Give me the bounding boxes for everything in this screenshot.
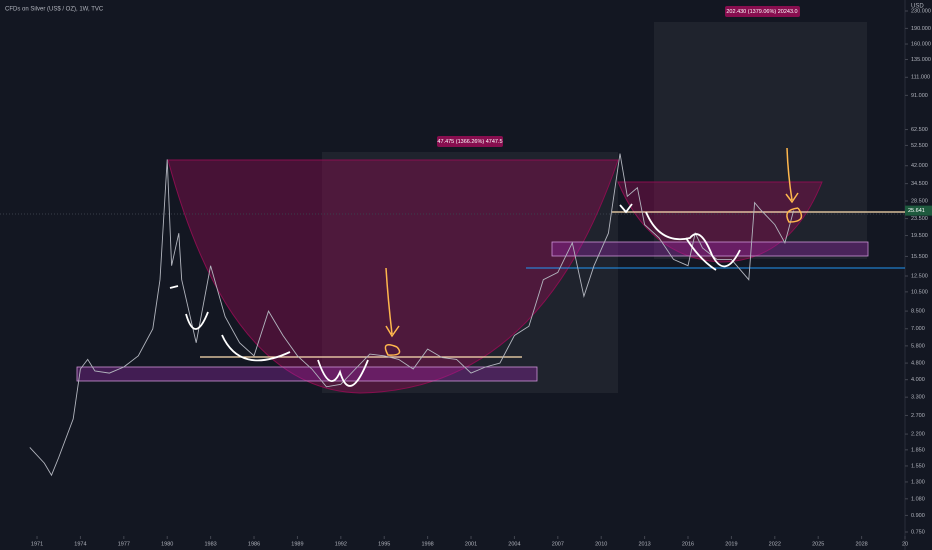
x-tick-label: 2013 (638, 541, 650, 547)
y-tick-label: 111.000 (911, 75, 930, 81)
chart-title: CFDs on Silver (US$ / OZ), 1W, TVC (5, 7, 104, 13)
y-tick-label: 5.800 (911, 343, 925, 349)
hand-drawing (169, 203, 633, 289)
x-tick-label: 1983 (205, 541, 217, 547)
x-tick-label: 20 (902, 541, 908, 547)
measure-box (654, 22, 867, 259)
y-tick-label: 4.800 (911, 361, 925, 367)
y-tick-label: 91.000 (911, 93, 928, 99)
arrow-drawing (785, 147, 803, 223)
x-tick-label: 1971 (31, 541, 43, 547)
y-tick-label: 160.000 (911, 41, 931, 47)
annotation-box (437, 136, 503, 147)
currency: USD (911, 4, 924, 10)
y-tick-label: 2.200 (911, 432, 925, 438)
y-tick-label: 34.500 (911, 181, 928, 187)
y-tick-label: 4.000 (911, 377, 925, 383)
x-tick-label: 2004 (508, 541, 520, 547)
y-tick-label: 28.500 (911, 198, 928, 204)
x-tick-label: 1998 (421, 541, 433, 547)
x-tick-label: 1986 (248, 541, 260, 547)
x-tick-label: 2028 (855, 541, 867, 547)
x-tick-label: 1992 (335, 541, 347, 547)
measure-box (322, 152, 618, 393)
y-tick-label: 3.300 (911, 395, 925, 401)
annotation: 47.475 (1366.26%) 4747.5 (437, 139, 502, 145)
arrow-drawing (384, 267, 401, 356)
annotation-box (725, 6, 800, 17)
x-tick-label: 1980 (161, 541, 173, 547)
y-tick-label: 15.500 (911, 254, 928, 260)
y-tick-label: 1.850 (911, 447, 925, 453)
y-tick-label: 12.500 (911, 273, 928, 279)
x-tick-label: 2001 (465, 541, 477, 547)
y-tick-label: 10.500 (911, 289, 928, 295)
support-zone (76, 366, 538, 382)
x-tick-label: 2007 (552, 541, 564, 547)
x-tick-label: 1989 (291, 541, 303, 547)
hand-drawing (645, 211, 741, 271)
y-tick-label: 62.500 (911, 127, 928, 133)
y-tick-label: 0.900 (911, 513, 925, 519)
x-tick-label: 2025 (812, 541, 824, 547)
y-tick-label: 23.500 (911, 216, 928, 222)
y-tick-label: 1.550 (911, 463, 925, 469)
x-tick-label: 2016 (682, 541, 694, 547)
x-tick-label: 1977 (118, 541, 130, 547)
y-tick-label: 190.000 (911, 26, 931, 32)
y-tick-label: 1.300 (911, 479, 925, 485)
last-price-box (905, 205, 932, 216)
price-line (29, 153, 795, 477)
x-tick-label: 2022 (769, 541, 781, 547)
hand-drawing (185, 311, 369, 387)
y-tick-label: 42.000 (911, 163, 928, 169)
y-tick-label: 2.700 (911, 413, 925, 419)
y-tick-label: 8.500 (911, 309, 925, 315)
y-tick-label: 7.000 (911, 326, 925, 332)
y-tick-label: 230.000 (911, 8, 931, 14)
x-tick-label: 2019 (725, 541, 737, 547)
series-layer (29, 153, 795, 477)
y-tick-label: 19.500 (911, 233, 928, 239)
last-price-label: 25.641 (908, 208, 925, 214)
y-tick-label: 135.000 (911, 57, 931, 63)
y-tick-label: 1.080 (911, 496, 925, 502)
x-tick-label: 2010 (595, 541, 607, 547)
x-tick-label: 1995 (378, 541, 390, 547)
annotation: 202.430 (1379.06%) 20243.0 (726, 9, 797, 15)
y-tick-label: 0.750 (911, 529, 925, 535)
y-tick-label: 52.500 (911, 143, 928, 149)
x-tick-label: 1974 (74, 541, 86, 547)
